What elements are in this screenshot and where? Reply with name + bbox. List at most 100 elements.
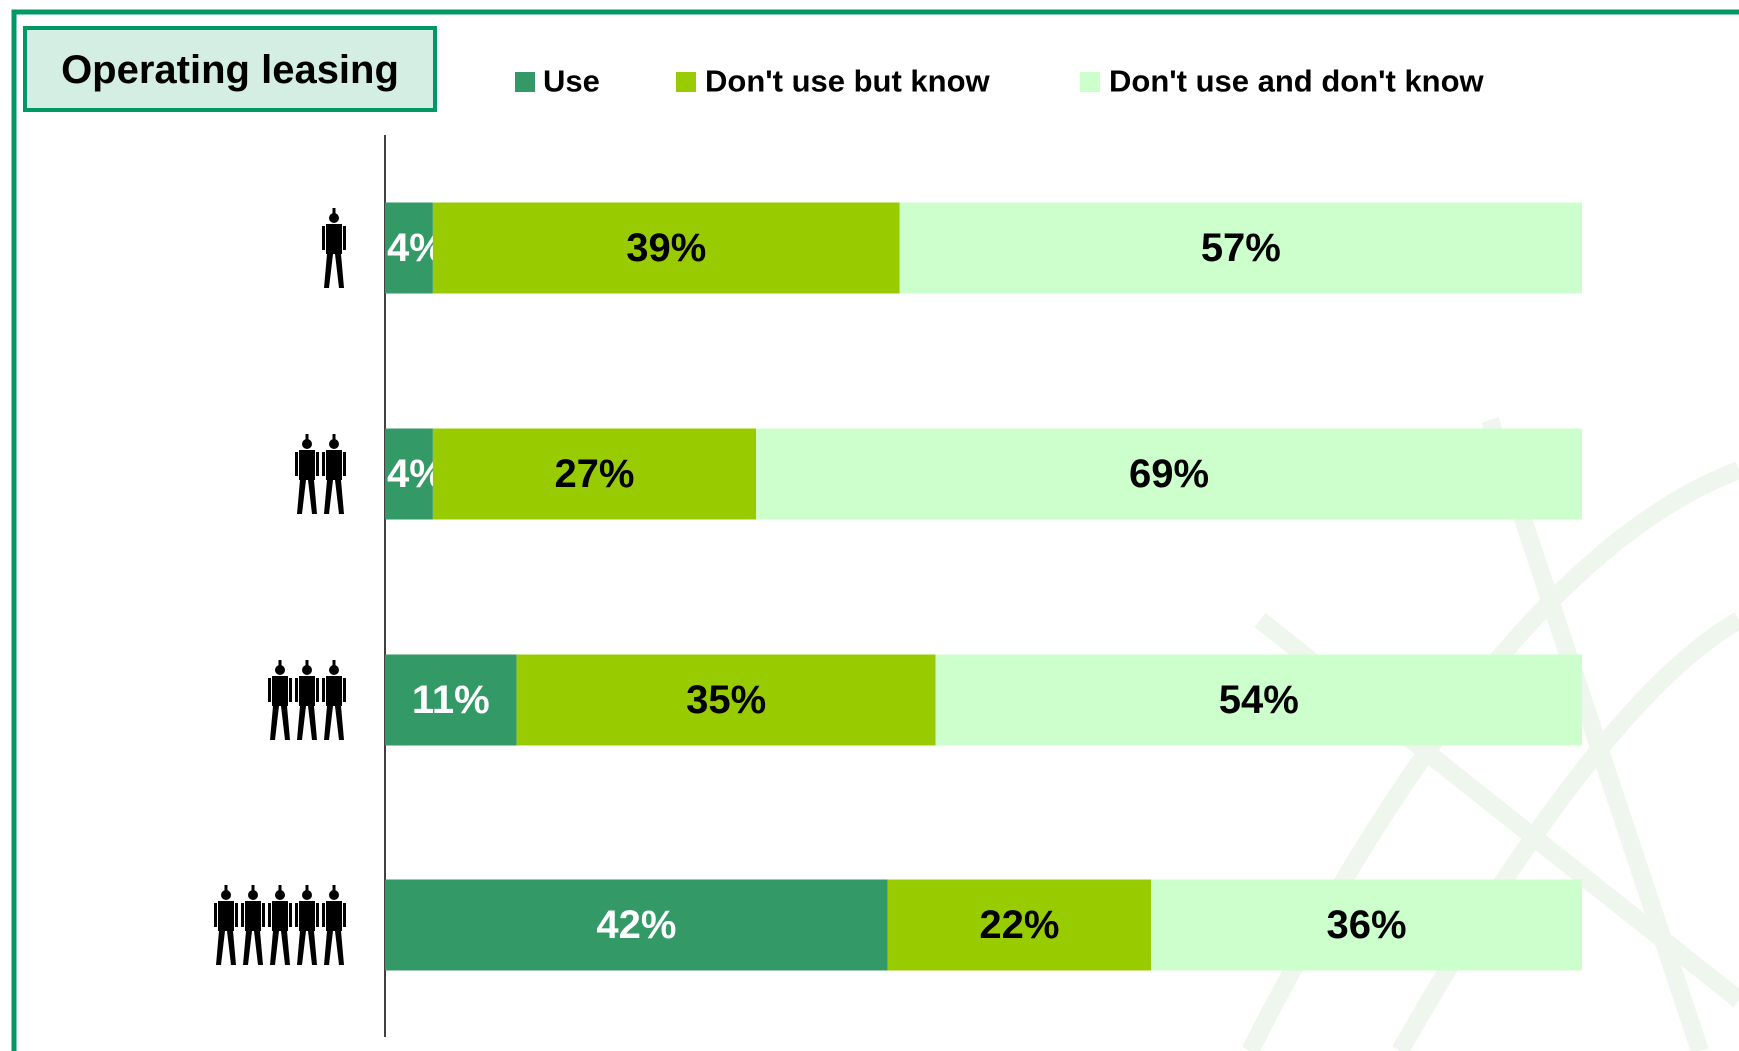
icon-part (326, 450, 342, 480)
icon-part (302, 890, 312, 900)
icon-part (295, 903, 298, 927)
bar-segment (887, 879, 1152, 971)
person-icon (241, 885, 265, 965)
icon-part (297, 480, 306, 514)
icon-part (332, 434, 336, 440)
icon-part (243, 931, 252, 965)
icon-part (322, 678, 325, 702)
data-label: 35% (686, 678, 766, 722)
person-icon (295, 660, 319, 740)
icon-part (329, 439, 339, 449)
icon-part (289, 903, 292, 927)
icon-part (297, 706, 306, 740)
bar-segment (432, 202, 900, 294)
legend-swatch (1080, 72, 1100, 92)
icon-part (272, 676, 288, 706)
icon-part (224, 885, 228, 891)
icon-part (275, 665, 285, 675)
icon-part (343, 678, 346, 702)
icon-part (241, 903, 244, 927)
icon-part (335, 706, 344, 740)
icon-part (221, 890, 231, 900)
icon-part (335, 931, 344, 965)
bar-segment (935, 654, 1582, 746)
person-icon (295, 434, 319, 514)
icon-part (295, 452, 298, 476)
data-label: 36% (1327, 903, 1407, 947)
icon-part (218, 901, 234, 931)
frame (11, 9, 1739, 1051)
icon-part (272, 901, 288, 931)
icon-part (332, 208, 336, 214)
title-box (23, 26, 437, 112)
icon-part (343, 903, 346, 927)
bar-segment (899, 202, 1582, 294)
icon-part (302, 665, 312, 675)
icon-part (254, 931, 263, 965)
icon-part (305, 434, 309, 440)
icon-part (316, 903, 319, 927)
icon-part (295, 678, 298, 702)
person-icon (268, 885, 292, 965)
icon-part (235, 903, 238, 927)
icon-part (332, 660, 336, 666)
icon-part (281, 931, 290, 965)
person-icon (322, 660, 346, 740)
bar-segment (1151, 879, 1582, 971)
icon-part (324, 931, 333, 965)
icon-part (278, 660, 282, 666)
icon-part (275, 890, 285, 900)
icon-part (297, 931, 306, 965)
icon-part (262, 903, 265, 927)
icon-part (299, 901, 315, 931)
icon-part (316, 452, 319, 476)
icon-part (268, 903, 271, 927)
legend-label: Don't use and don't know (1109, 64, 1485, 99)
icon-part (281, 706, 290, 740)
icon-part (268, 678, 271, 702)
icon-part (324, 254, 333, 288)
data-label: 54% (1219, 678, 1299, 722)
icon-part (343, 452, 346, 476)
icon-part (316, 678, 319, 702)
bar-segment (385, 654, 517, 746)
icon-part (322, 226, 325, 250)
icon-part (214, 903, 217, 927)
person-icon (214, 885, 238, 965)
icon-part (278, 885, 282, 891)
icon-part (289, 678, 292, 702)
person-icon (322, 208, 346, 288)
legend-swatch (515, 72, 535, 92)
icon-part (332, 885, 336, 891)
icon-part (308, 706, 317, 740)
data-label: 42% (596, 903, 676, 947)
person-icon (322, 434, 346, 514)
data-label: 11% (412, 678, 490, 722)
bar-segment (385, 202, 433, 294)
icon-part (329, 665, 339, 675)
person-icon (322, 885, 346, 965)
icon-part (305, 660, 309, 666)
bar-segment (432, 428, 757, 520)
icon-part (329, 213, 339, 223)
icon-part (308, 480, 317, 514)
icon-part (335, 254, 344, 288)
bar-segment (756, 428, 1582, 520)
person-icon (268, 660, 292, 740)
icon-part (270, 706, 279, 740)
icon-part (245, 901, 261, 931)
icon-part (308, 931, 317, 965)
data-label: 69% (1129, 452, 1209, 496)
icon-part (343, 226, 346, 250)
data-label: 27% (554, 452, 634, 496)
icon-part (324, 706, 333, 740)
icon-part (299, 450, 315, 480)
icon-part (326, 676, 342, 706)
icon-part (216, 931, 225, 965)
chart-title: Operating leasing (61, 48, 399, 92)
bar-segment (385, 879, 888, 971)
data-label: 57% (1201, 226, 1281, 270)
legend-swatch (676, 72, 696, 92)
data-label: 22% (979, 903, 1059, 947)
icon-part (322, 903, 325, 927)
